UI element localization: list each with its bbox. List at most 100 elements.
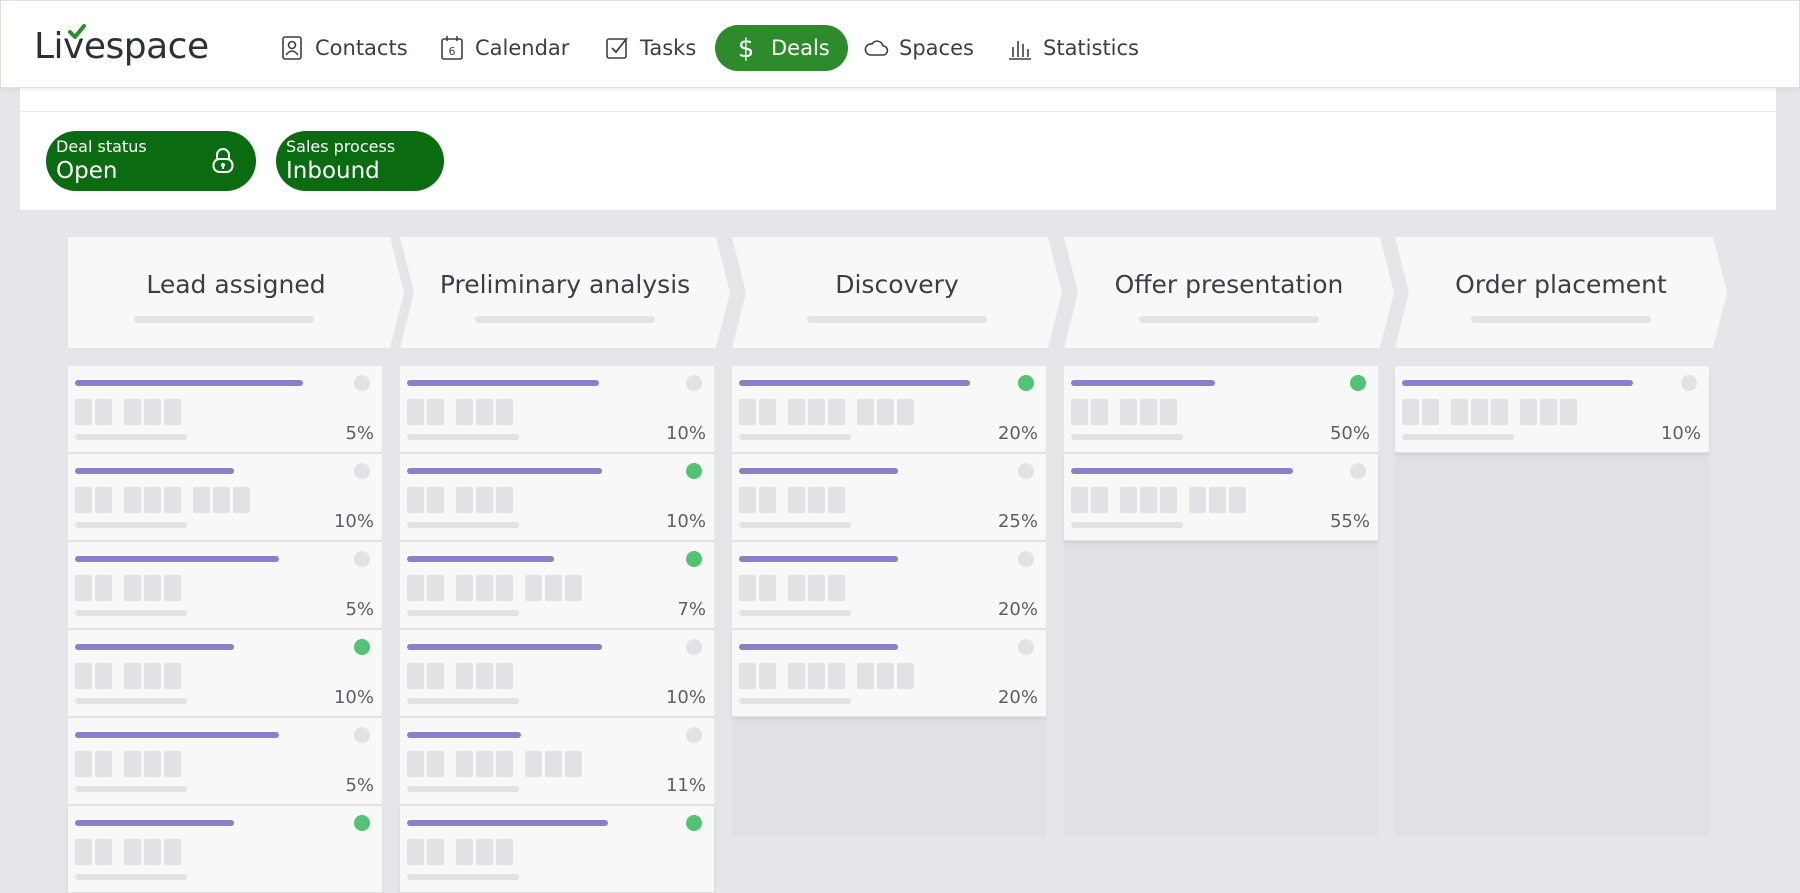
placeholder-block (213, 487, 230, 513)
nav-tasks[interactable]: Tasks (604, 25, 696, 71)
deal-card[interactable]: 50% (1064, 366, 1378, 453)
deal-subtitle-placeholder (1071, 522, 1183, 528)
placeholder-block (95, 399, 112, 425)
placeholder-block (808, 575, 825, 601)
placeholder-block (565, 575, 582, 601)
deal-card[interactable]: 10% (68, 630, 382, 717)
deal-probability: 20% (997, 423, 1038, 444)
deal-progress-bar (407, 556, 554, 562)
placeholder-block (456, 663, 473, 689)
deal-status-filter[interactable]: Deal status Open (46, 131, 256, 191)
livespace-logo[interactable]: Livespace (34, 23, 226, 67)
deal-progress-bar (407, 468, 602, 474)
placeholder-block (857, 663, 874, 689)
deal-card[interactable]: 11% (400, 718, 714, 805)
placeholder-block (496, 487, 513, 513)
deal-probability: 5% (345, 775, 374, 796)
stage-title: Order placement (1455, 270, 1667, 299)
placeholder-block (1491, 399, 1508, 425)
deal-card[interactable] (400, 806, 714, 893)
deal-status-dot (354, 463, 370, 479)
placeholder-block (144, 575, 161, 601)
stage-title: Lead assigned (146, 270, 326, 299)
placeholder-block (407, 663, 424, 689)
nav-contacts[interactable]: Contacts (279, 25, 408, 71)
placeholder-block (95, 751, 112, 777)
placeholder-block (164, 487, 181, 513)
deal-progress-bar (75, 380, 303, 386)
stage-header[interactable]: Order placement (1395, 237, 1727, 348)
deal-probability: 50% (1329, 423, 1370, 444)
stage-summary-bar (1139, 316, 1319, 323)
placeholder-block (496, 663, 513, 689)
deal-subtitle-placeholder (75, 874, 187, 880)
deal-card[interactable]: 10% (400, 630, 714, 717)
deal-title-placeholder (75, 399, 193, 425)
deal-card[interactable]: 10% (68, 454, 382, 541)
sales-process-filter[interactable]: Sales process Inbound (276, 131, 444, 191)
deal-card[interactable]: 10% (400, 454, 714, 541)
placeholder-block (788, 399, 805, 425)
placeholder-block (124, 751, 141, 777)
placeholder-block (476, 575, 493, 601)
placeholder-block (1071, 487, 1088, 513)
placeholder-block (124, 399, 141, 425)
placeholder-block (525, 575, 542, 601)
deal-card[interactable]: 25% (732, 454, 1046, 541)
placeholder-block (476, 839, 493, 865)
deal-title-placeholder (739, 399, 926, 425)
placeholder-block (1140, 487, 1157, 513)
deal-card[interactable]: 7% (400, 542, 714, 629)
stage-header[interactable]: Discovery (732, 237, 1062, 348)
placeholder-block (95, 487, 112, 513)
deal-progress-bar (739, 468, 898, 474)
sales-process-label: Sales process (286, 137, 396, 156)
deal-card[interactable]: 55% (1064, 454, 1378, 541)
placeholder-block (1091, 487, 1108, 513)
nav-calendar[interactable]: 6 Calendar (439, 25, 569, 71)
stage-header[interactable]: Offer presentation (1064, 237, 1394, 348)
deal-card[interactable]: 10% (1395, 366, 1709, 453)
deal-status-dot (1350, 463, 1366, 479)
placeholder-block (75, 751, 92, 777)
nav-deals[interactable]: $ Deals (715, 25, 848, 71)
placeholder-block (828, 575, 845, 601)
deal-card[interactable]: 20% (732, 542, 1046, 629)
deal-card[interactable] (68, 806, 382, 893)
nav-statistics[interactable]: Statistics (1007, 25, 1139, 71)
deal-card[interactable]: 10% (400, 366, 714, 453)
placeholder-block (75, 663, 92, 689)
nav-spaces[interactable]: Spaces (863, 25, 974, 71)
deal-card[interactable]: 5% (68, 718, 382, 805)
nav-label: Calendar (475, 36, 570, 60)
deal-status-dot (354, 815, 370, 831)
deal-card[interactable]: 20% (732, 630, 1046, 717)
placeholder-block (1451, 399, 1468, 425)
placeholder-block (1091, 399, 1108, 425)
deal-card[interactable]: 5% (68, 542, 382, 629)
deal-card[interactable]: 5% (68, 366, 382, 453)
stage-header[interactable]: Lead assigned (68, 237, 404, 348)
placeholder-block (427, 663, 444, 689)
panel-divider (20, 111, 1776, 112)
deal-card[interactable]: 20% (732, 366, 1046, 453)
calendar-icon: 6 (441, 36, 463, 60)
stage-header[interactable]: Preliminary analysis (400, 237, 730, 348)
deal-probability: 20% (997, 599, 1038, 620)
deal-probability: 10% (665, 511, 706, 532)
placeholder-block (877, 399, 894, 425)
deal-subtitle-placeholder (739, 610, 851, 616)
placeholder-block (1160, 399, 1177, 425)
deal-probability: 10% (665, 423, 706, 444)
nav-label: Deals (771, 36, 830, 60)
deal-title-placeholder (1071, 487, 1258, 513)
deal-progress-bar (407, 644, 602, 650)
placeholder-block (739, 575, 756, 601)
deal-progress-bar (407, 380, 599, 386)
deal-progress-bar (75, 468, 234, 474)
placeholder-block (525, 751, 542, 777)
deal-status-dot (354, 375, 370, 391)
placeholder-block (1422, 399, 1439, 425)
deal-probability: 7% (677, 599, 706, 620)
placeholder-block (1560, 399, 1577, 425)
